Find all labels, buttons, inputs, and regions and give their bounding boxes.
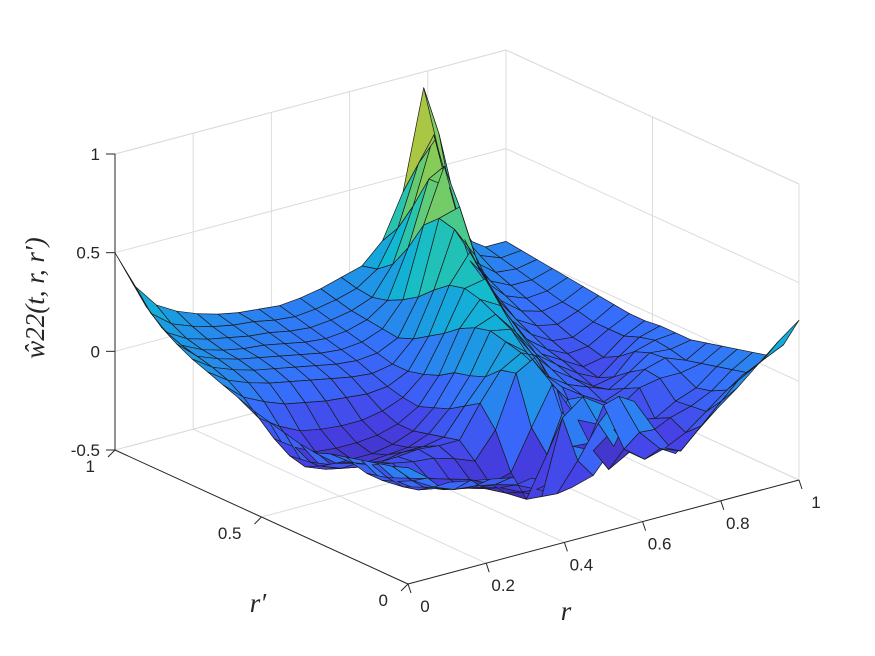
- x-axis-label: r: [561, 596, 572, 626]
- y-tick-label: 1: [86, 457, 95, 476]
- z-axis-label: ŵ22(t, r, r′): [20, 237, 50, 358]
- surface-face: [762, 319, 800, 361]
- x-tick-mark: [563, 542, 568, 552]
- z-tick-label: 1: [91, 145, 100, 164]
- z-tick-label: 0: [91, 342, 100, 361]
- x-axis-line: [407, 479, 800, 585]
- box-edge: [114, 49, 507, 155]
- x-tick-label: 0.4: [570, 555, 594, 574]
- y-axis-label: r′: [250, 588, 268, 618]
- y-tick-mark: [400, 583, 409, 592]
- axis-lines: [106, 153, 803, 594]
- y-tick-mark: [107, 449, 116, 458]
- surface-mesh: [114, 87, 800, 500]
- x-tick-mark: [485, 563, 490, 573]
- x-tick-mark: [407, 583, 412, 594]
- x-tick-label: 1: [811, 493, 820, 512]
- x-tick-label: 0.8: [726, 514, 750, 533]
- x-tick-mark: [642, 521, 647, 531]
- x-tick-label: 0.2: [491, 576, 515, 595]
- y-tick-mark: [254, 516, 262, 525]
- surface-face: [135, 286, 172, 325]
- x-tick-label: 0: [420, 597, 429, 616]
- x-tick-mark: [720, 500, 725, 510]
- side-wall-grid-line: [505, 148, 800, 284]
- x-tick-mark: [798, 479, 803, 490]
- box-edge: [505, 49, 800, 185]
- x-tick-label: 0.6: [648, 535, 672, 554]
- y-tick-label: 0: [379, 591, 388, 610]
- z-tick-label: -0.5: [71, 441, 100, 460]
- y-tick-label: 0.5: [218, 524, 242, 543]
- z-tick-label: 0.5: [76, 244, 100, 263]
